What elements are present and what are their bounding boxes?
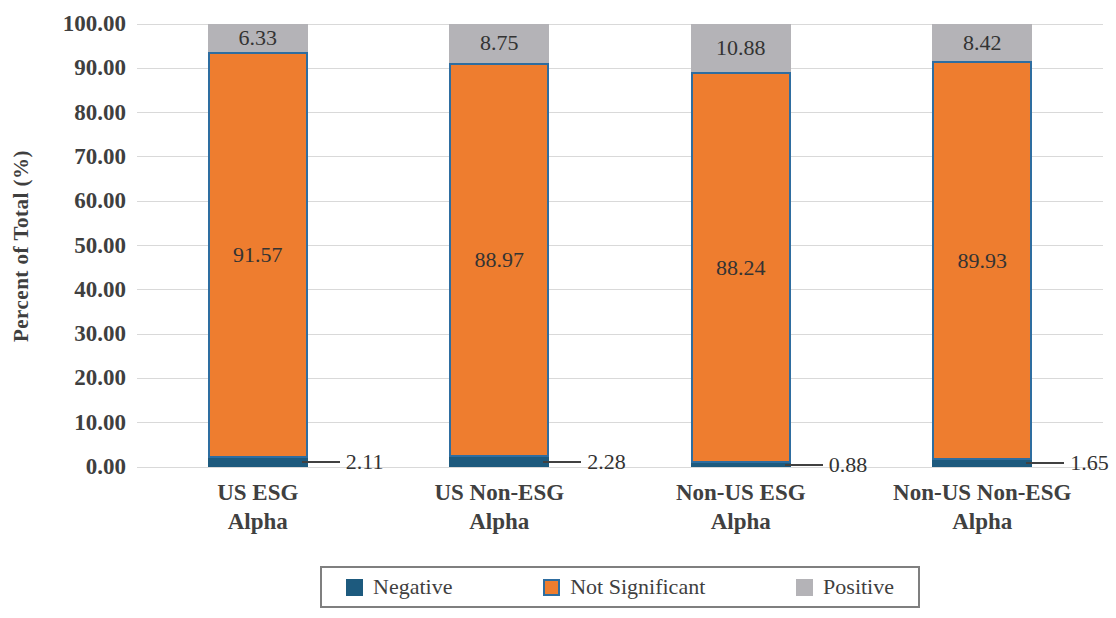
legend-label: Positive <box>823 574 894 600</box>
data-label-negative: 0.88 <box>829 452 868 478</box>
y-tick-label: 10.00 <box>0 410 126 436</box>
category-label-line: Alpha <box>136 507 380 536</box>
y-tick-label: 60.00 <box>0 188 126 214</box>
legend-label: Not Significant <box>570 574 705 600</box>
legend-label: Negative <box>373 574 452 600</box>
bar-segment-negative <box>932 460 1032 467</box>
y-tick-label: 40.00 <box>0 277 126 303</box>
category-label: US ESGAlpha <box>136 478 380 536</box>
y-tick-label: 80.00 <box>0 100 126 126</box>
y-tick-label: 90.00 <box>0 55 126 81</box>
data-label-negative: 2.11 <box>346 449 384 475</box>
category-label: Non-US Non-ESGAlpha <box>860 478 1104 536</box>
y-tick-label: 100.00 <box>0 11 126 37</box>
plot-area: 91.576.332.11 88.978.752.28 88.2410.880.88… <box>137 24 1103 467</box>
bar-segment-negative <box>449 457 549 467</box>
legend-swatch-icon <box>796 579 813 596</box>
data-label-positive: 10.88 <box>671 35 811 61</box>
y-tick-label: 20.00 <box>0 365 126 391</box>
data-label-not-significant: 88.97 <box>429 247 569 273</box>
legend-item-positive: Positive <box>796 574 894 600</box>
data-label-negative: 2.28 <box>587 449 626 475</box>
bar-us-esg-alpha: 91.576.332.11 <box>208 24 308 467</box>
legend-item-negative: Negative <box>346 574 452 600</box>
data-label-negative: 1.65 <box>1070 450 1109 476</box>
category-label: Non-US ESGAlpha <box>619 478 863 536</box>
bar-segment-negative <box>208 458 308 467</box>
legend-swatch-icon <box>543 579 560 596</box>
leader-line <box>785 464 823 466</box>
category-label-line: Alpha <box>619 507 863 536</box>
y-tick-label: 50.00 <box>0 233 126 259</box>
data-label-positive: 8.42 <box>912 30 1052 56</box>
category-label-line: Non-US Non-ESG <box>860 478 1104 507</box>
category-label-line: US Non-ESG <box>377 478 621 507</box>
legend: Negative Not Significant Positive <box>320 566 920 608</box>
bar-non-us-esg-alpha: 88.2410.880.88 <box>691 24 791 467</box>
legend-item-not-significant: Not Significant <box>543 574 705 600</box>
category-label: US Non-ESGAlpha <box>377 478 621 536</box>
data-label-not-significant: 88.24 <box>671 255 811 281</box>
data-label-not-significant: 91.57 <box>188 242 328 268</box>
category-label-line: Non-US ESG <box>619 478 863 507</box>
category-label-line: Alpha <box>377 507 621 536</box>
bar-segment-negative <box>691 463 791 467</box>
leader-line <box>1026 462 1064 464</box>
bar-non-us-non-esg-alpha: 89.938.421.65 <box>932 24 1032 467</box>
bar-us-non-esg-alpha: 88.978.752.28 <box>449 24 549 467</box>
leader-line <box>543 461 581 463</box>
category-label-line: Alpha <box>860 507 1104 536</box>
data-label-not-significant: 89.93 <box>912 248 1052 274</box>
stacked-bar-chart: Percent of Total (%) 100.0090.0080.0070.… <box>0 0 1116 618</box>
y-tick-label: 70.00 <box>0 144 126 170</box>
legend-swatch-icon <box>346 579 363 596</box>
category-label-line: US ESG <box>136 478 380 507</box>
leader-line <box>302 461 340 463</box>
data-label-positive: 6.33 <box>188 25 328 51</box>
y-tick-label: 30.00 <box>0 321 126 347</box>
data-label-positive: 8.75 <box>429 30 569 56</box>
y-tick-label: 0.00 <box>0 454 126 480</box>
